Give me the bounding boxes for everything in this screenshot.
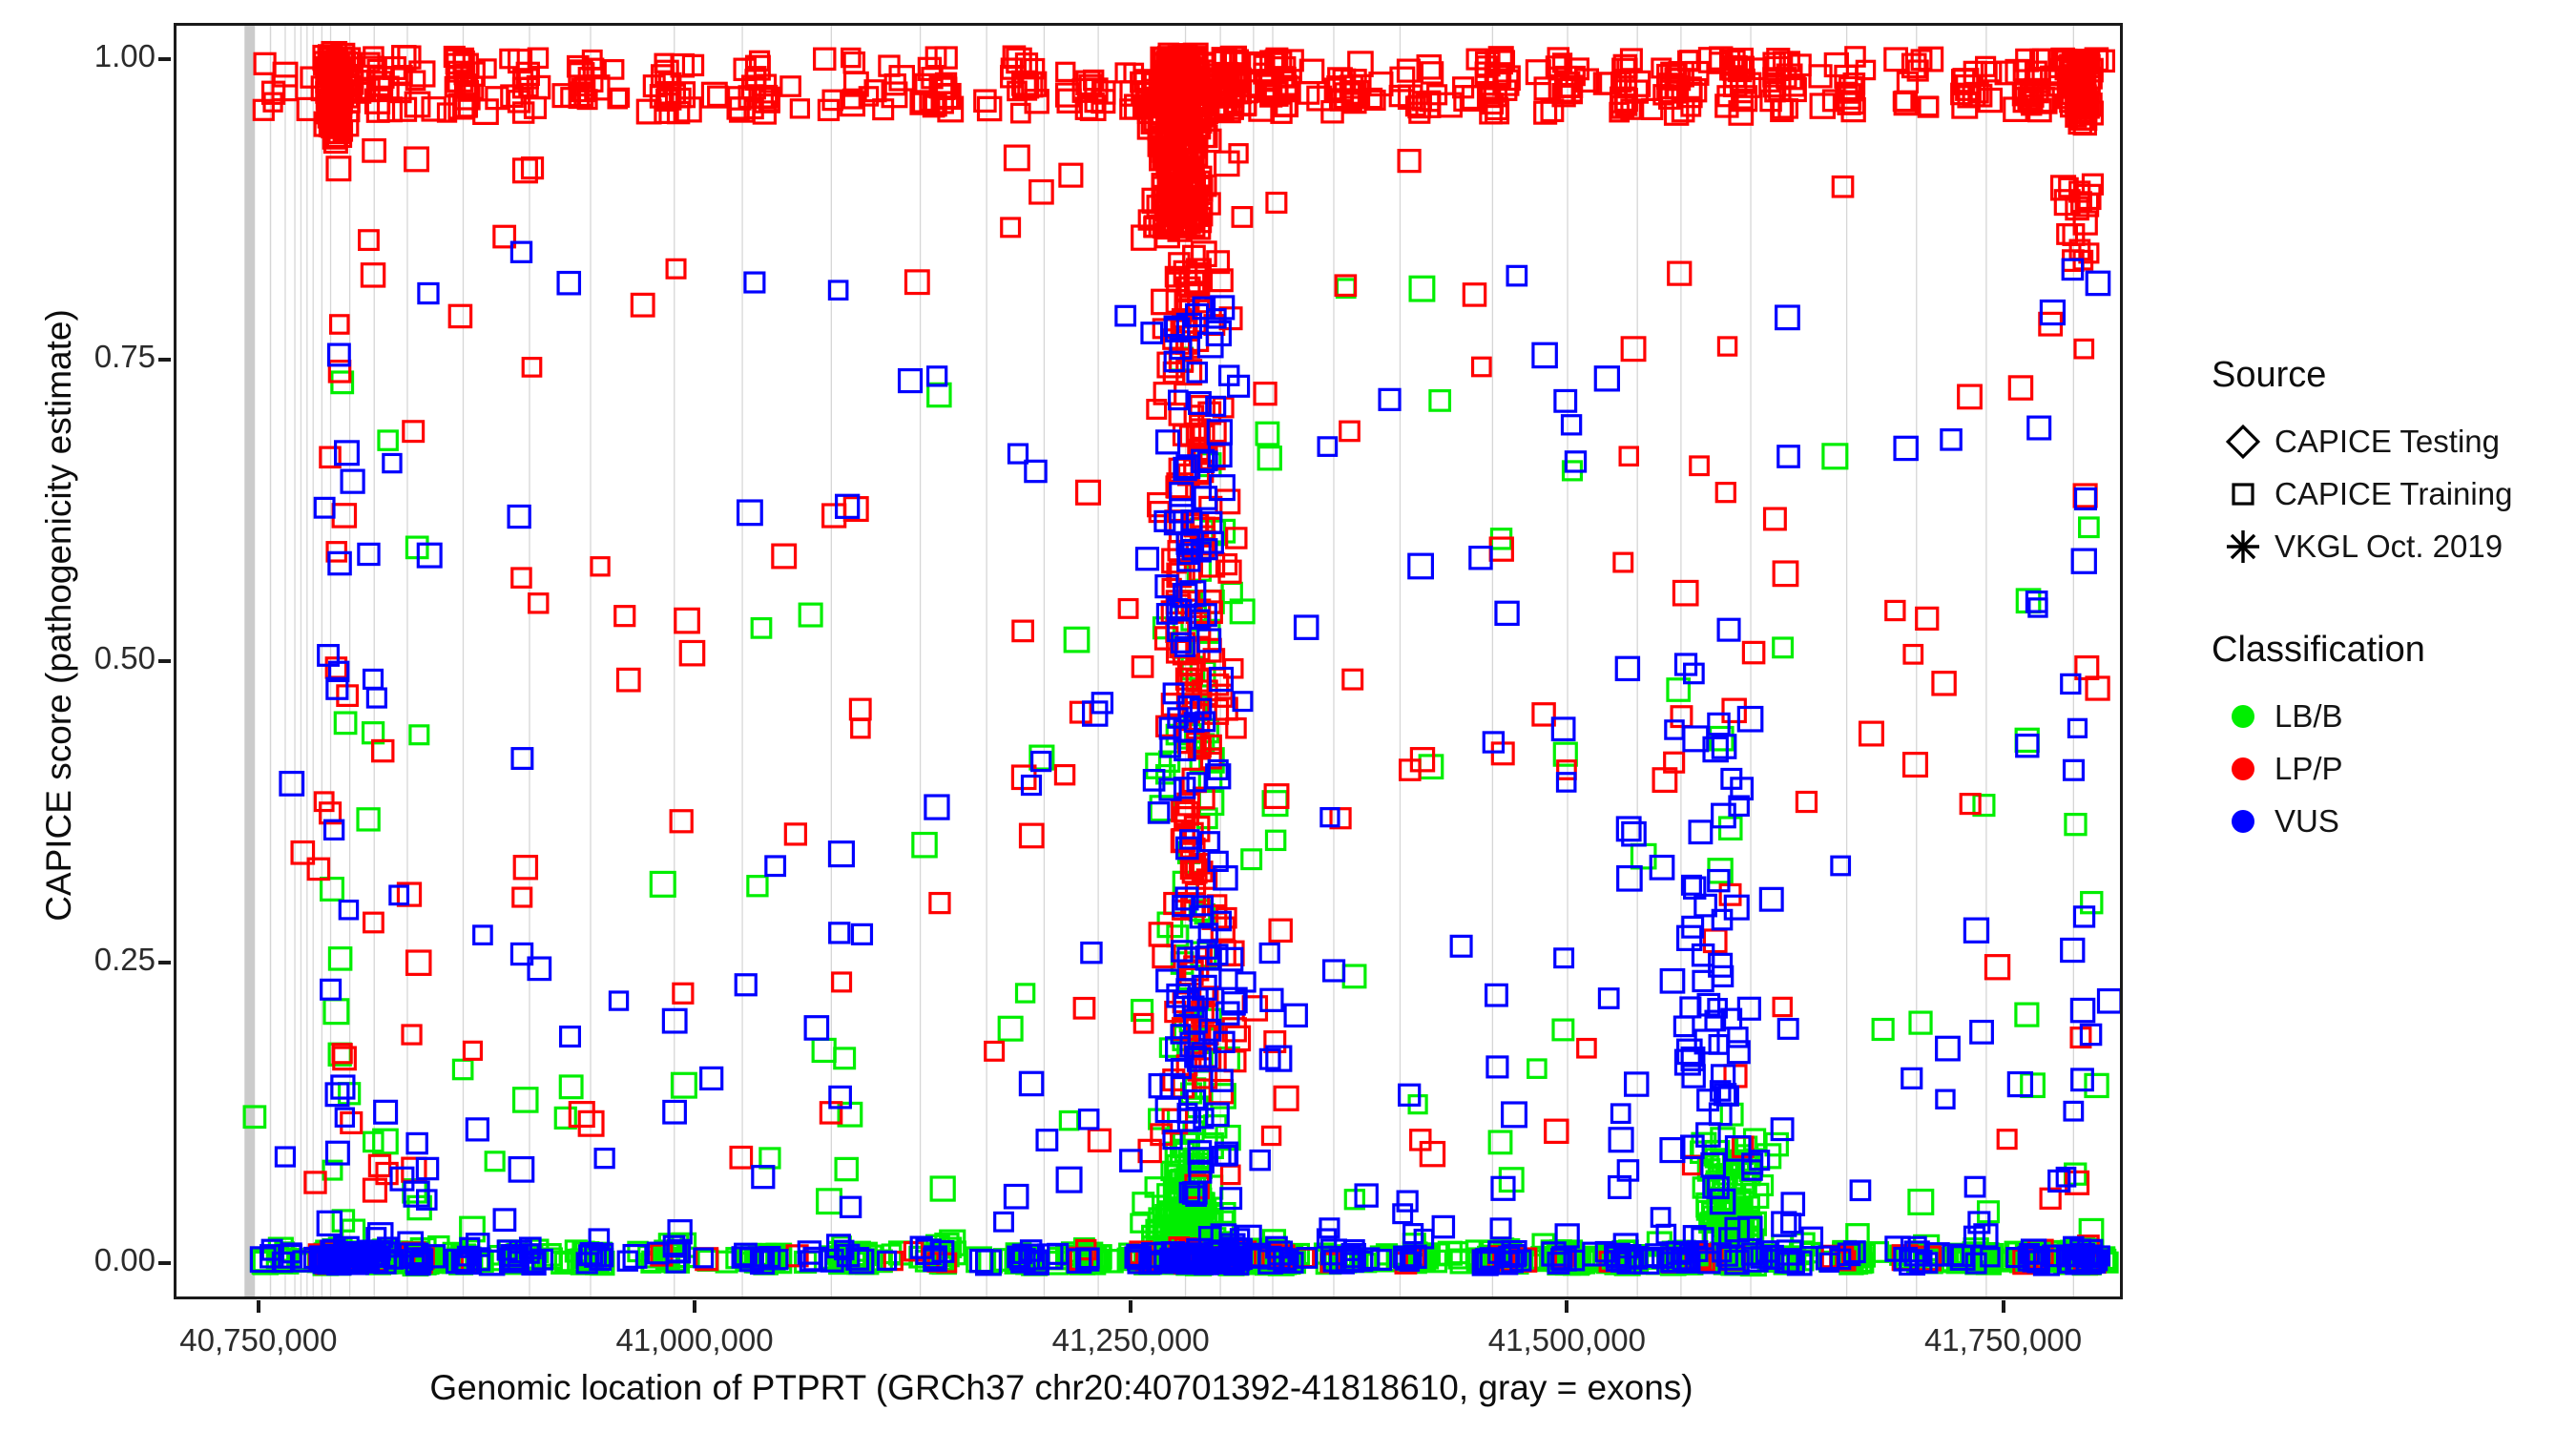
- plot-panel: [174, 23, 2123, 1299]
- legend-title-classification: Classification: [2212, 630, 2425, 670]
- y-tick-label: 0.50: [93, 640, 156, 675]
- legend-group-source: Source CAPICE Testing CAPICE Training VKGL…: [2212, 355, 2555, 572]
- x-tick-mark: [693, 1300, 697, 1313]
- x-tick-label: 40,750,000: [179, 1322, 338, 1358]
- exon-band-layer: [174, 23, 2123, 1299]
- legend-item-classification-VUS[interactable]: VUS: [2212, 795, 2555, 847]
- y-tick-label: 0.75: [93, 339, 156, 375]
- green-dot-icon: [2212, 693, 2275, 740]
- diamond-outline-icon: [2212, 418, 2275, 466]
- legend-label: CAPICE Training: [2275, 475, 2513, 511]
- x-tick-label: 41,000,000: [615, 1322, 774, 1358]
- x-tick-label: 41,250,000: [1051, 1322, 1210, 1358]
- scatter-points-layer: [174, 23, 2123, 1299]
- x-tick-mark: [1129, 1300, 1133, 1313]
- legend-label: LP/P: [2275, 750, 2343, 786]
- x-tick-label: 41,750,000: [1923, 1322, 2083, 1358]
- legend-label: CAPICE Testing: [2275, 423, 2500, 459]
- y-tick-mark: [158, 960, 171, 964]
- y-tick-label: 0.25: [93, 941, 156, 977]
- y-tick-mark: [158, 358, 171, 363]
- x-tick-mark: [1565, 1300, 1569, 1313]
- blue-dot-icon: [2212, 798, 2275, 845]
- legend-item-classification-LP-P[interactable]: LP/P: [2212, 742, 2555, 795]
- y-axis-title: CAPICE score (pathogenicity estimate): [39, 309, 78, 922]
- y-tick-label: 0.00: [93, 1242, 156, 1278]
- legend-label: VUS: [2275, 802, 2339, 839]
- legend-item-source-diamond[interactable]: CAPICE Testing: [2212, 415, 2555, 467]
- chart-legend: Source CAPICE Testing CAPICE Training VKGL…: [2212, 355, 2555, 904]
- red-dot-icon: [2212, 745, 2275, 793]
- legend-title-source: Source: [2212, 355, 2327, 395]
- x-tick-mark: [2001, 1300, 2005, 1313]
- x-axis-title: Genomic location of PTPRT (GRCh37 chr20:…: [429, 1368, 1693, 1407]
- legend-item-source-asterisk[interactable]: VKGL Oct. 2019: [2212, 520, 2555, 572]
- x-tick-mark: [256, 1300, 260, 1313]
- legend-label: VKGL Oct. 2019: [2275, 528, 2503, 564]
- legend-item-classification-LB-B[interactable]: LB/B: [2212, 690, 2555, 742]
- y-tick-mark: [158, 56, 171, 61]
- square-outline-icon: [2212, 470, 2275, 518]
- legend-group-classification: Classification LB/B LP/P VUS: [2212, 630, 2555, 847]
- legend-item-source-square[interactable]: CAPICE Training: [2212, 467, 2555, 520]
- legend-label: LB/B: [2275, 697, 2343, 734]
- x-tick-label: 41,500,000: [1487, 1322, 1646, 1358]
- asterisk-icon: [2212, 523, 2275, 570]
- plot-border: [174, 23, 2123, 1299]
- y-tick-label: 1.00: [93, 37, 156, 73]
- y-tick-mark: [158, 659, 171, 663]
- y-tick-mark: [158, 1261, 171, 1266]
